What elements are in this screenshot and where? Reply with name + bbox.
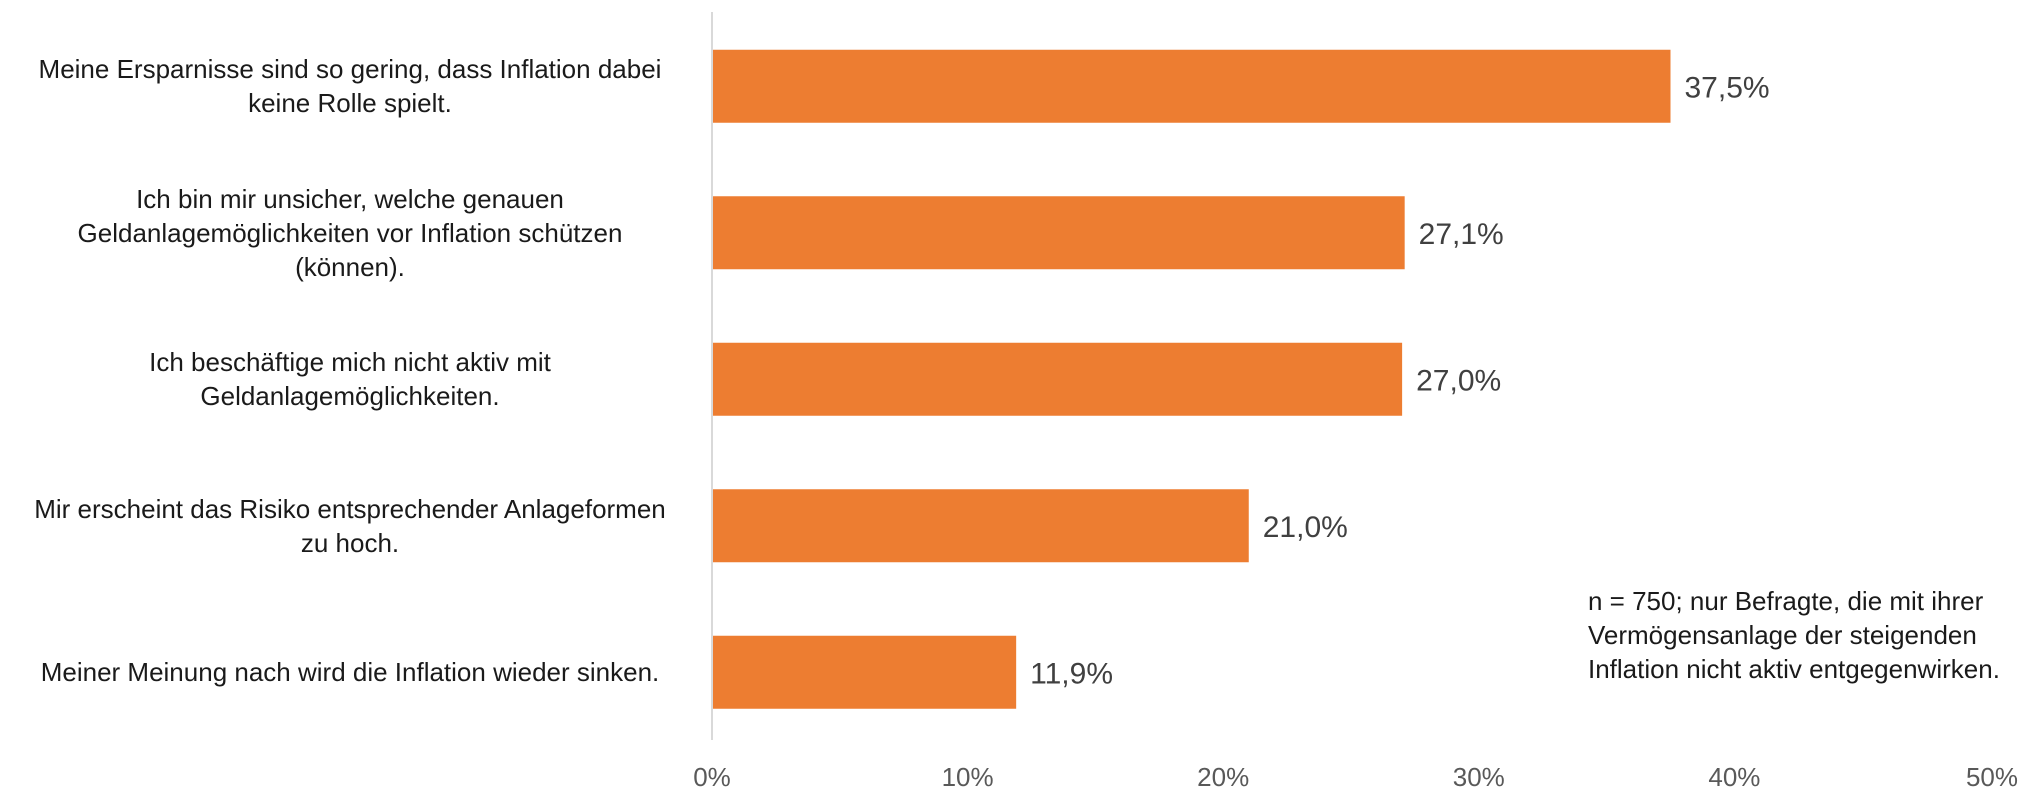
bar-5 xyxy=(712,635,1017,709)
x-tick-label-20: 20% xyxy=(1197,762,1249,789)
category-label-5: Meiner Meinung nach wird die Inflation w… xyxy=(5,612,695,732)
value-label-3: 27,0% xyxy=(1416,364,1501,397)
value-label-2: 27,1% xyxy=(1419,218,1504,251)
bar-3 xyxy=(712,342,1403,416)
sample-note: n = 750; nur Befragte, die mit ihrer Ver… xyxy=(1588,586,2000,684)
x-axis-ticks-group: 0% 10% 20% 30% 40% 50% xyxy=(693,762,2018,789)
bar-4 xyxy=(712,489,1249,563)
category-label-text-4: Mir erscheint das Risiko entsprechender … xyxy=(34,493,666,558)
category-label-1: Meine Ersparnisse sind so gering, dass I… xyxy=(5,26,695,146)
category-label-text-2: Ich bin mir unsicher, welche genauen Geld… xyxy=(77,183,623,282)
value-label-4: 21,0% xyxy=(1263,511,1348,544)
category-label-4: Mir erscheint das Risiko entsprechender … xyxy=(5,466,695,586)
value-label-1: 37,5% xyxy=(1685,71,1770,104)
bars-group xyxy=(712,49,1671,709)
category-label-text-1: Meine Ersparnisse sind so gering, dass I… xyxy=(38,54,662,119)
x-tick-label-10: 10% xyxy=(942,762,994,789)
x-tick-label-40: 40% xyxy=(1708,762,1760,789)
category-label-text-5: Meiner Meinung nach wird die Inflation w… xyxy=(40,657,660,688)
category-label-text-3: Ich beschäftige mich nicht aktiv mit Geld… xyxy=(149,347,551,412)
value-label-5: 11,9% xyxy=(1030,657,1113,690)
category-label-3: Ich beschäftige mich nicht aktiv mit Geld… xyxy=(5,319,695,439)
x-tick-label-0: 0% xyxy=(693,762,731,789)
x-tick-label-30: 30% xyxy=(1453,762,1505,789)
bar-2 xyxy=(712,196,1405,270)
x-tick-label-50: 50% xyxy=(1966,762,2018,789)
value-labels-group: 37,5% 27,1% 27,0% 21,0% 11,9% xyxy=(1030,71,1769,690)
category-label-2: Ich bin mir unsicher, welche genauen Geld… xyxy=(5,173,695,293)
bar-1 xyxy=(712,49,1671,123)
